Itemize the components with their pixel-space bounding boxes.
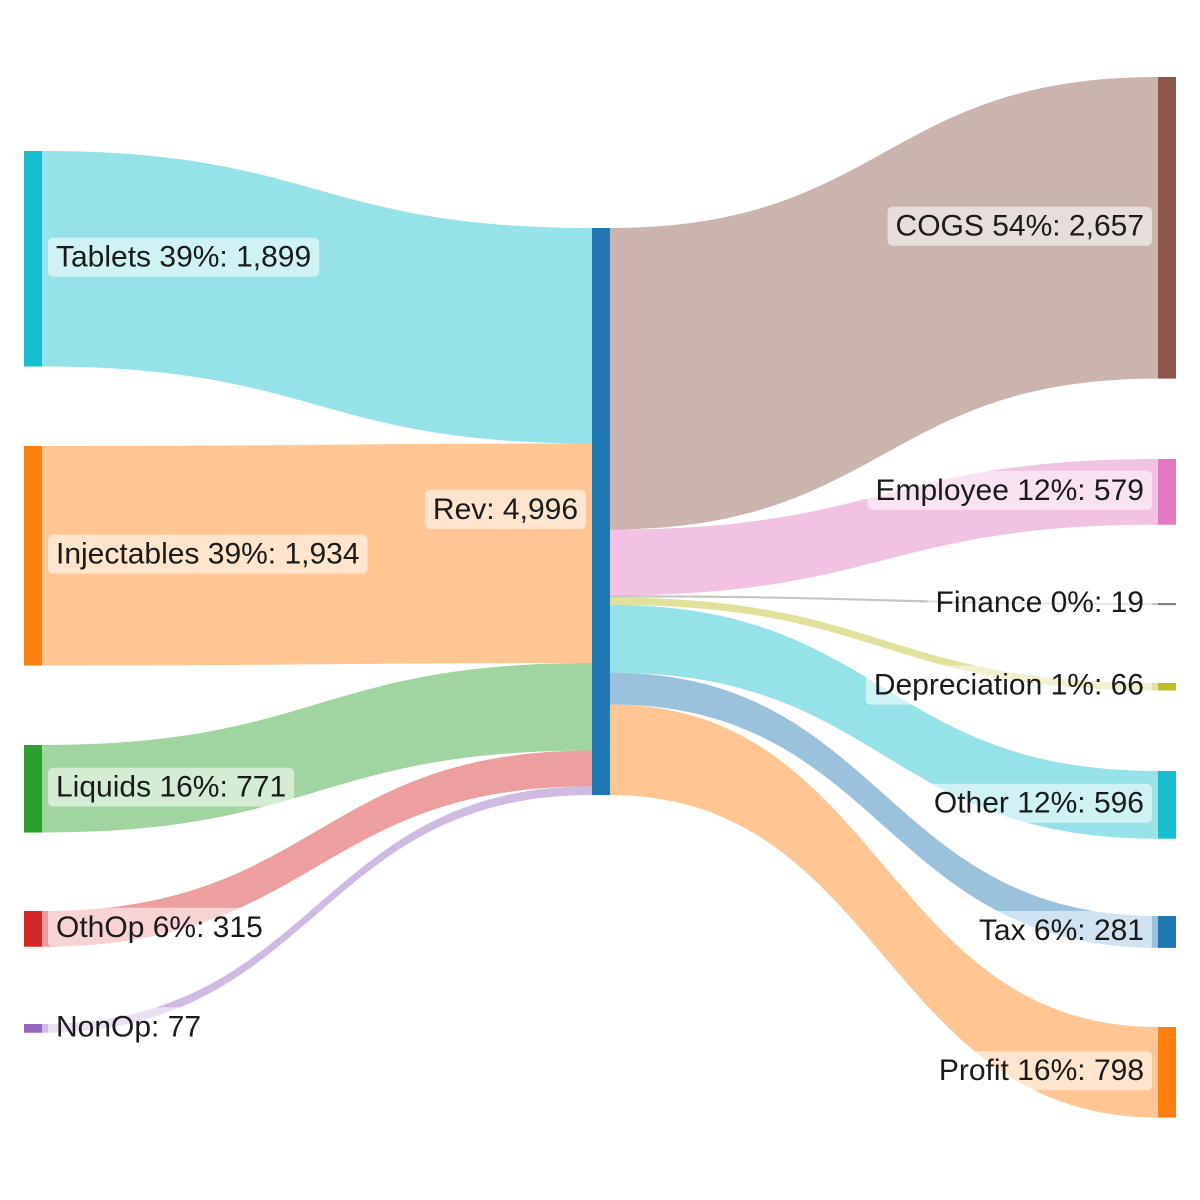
label-finance-background [927,583,1152,623]
label-injectables-background [48,534,368,574]
label-depreciation-text: Depreciation 1%: 66 [874,669,1144,702]
node-cogs [1158,77,1176,379]
node-injectables [24,446,42,666]
node-rev [592,228,610,796]
label-tax-background [970,910,1152,950]
label-liquids-text: Liquids 16%: 771 [56,771,286,804]
link-rev-to-depreciation [610,597,1158,691]
label-tablets-text: Tablets 39%: 1,899 [56,241,311,274]
link-othop-to-rev [42,750,592,947]
label-profit-background [930,1051,1152,1091]
label-othop-background [48,907,271,947]
label-other-text: Other 12%: 596 [934,787,1144,820]
link-tablets-to-rev [42,151,592,444]
node-tablets [24,151,42,367]
label-profit-text: Profit 16%: 798 [939,1054,1144,1087]
node-profit [1158,1027,1176,1118]
label-tablets-background [48,237,320,277]
label-liquids: Liquids 16%: 771 [48,767,295,807]
label-tax-text: Tax 6%: 281 [979,914,1144,947]
node-employee [1158,459,1176,525]
label-employee-text: Employee 12%: 579 [875,474,1144,507]
label-tax: Tax 6%: 281 [970,910,1152,950]
label-injectables: Injectables 39%: 1,934 [48,534,368,574]
label-other-background [925,783,1152,823]
label-rev: Rev: 4,996 [424,489,586,529]
label-rev-text: Rev: 4,996 [433,493,578,526]
link-nonop-to-rev [42,786,592,1033]
link-rev-to-tax [610,672,1158,948]
node-other [1158,771,1176,839]
sankey-labels: Tablets 39%: 1,899 Injectables 39%: 1,934… [48,206,1152,1091]
label-othop-text: OthOp 6%: 315 [56,911,263,944]
label-tablets: Tablets 39%: 1,899 [48,237,320,277]
link-rev-to-cogs [610,77,1158,530]
label-employee: Employee 12%: 579 [867,470,1152,510]
node-nonop [24,1024,42,1033]
label-profit: Profit 16%: 798 [930,1051,1152,1091]
node-depreciation [1158,683,1176,691]
sankey-nodes [24,77,1176,1118]
link-liquids-to-rev [42,663,592,833]
label-nonop-background [48,1007,210,1047]
label-cogs: COGS 54%: 2,657 [887,206,1152,246]
label-depreciation: Depreciation 1%: 66 [865,665,1152,705]
label-other: Other 12%: 596 [925,783,1152,823]
label-othop: OthOp 6%: 315 [48,907,271,947]
link-rev-to-profit [610,704,1158,1118]
label-liquids-background [48,767,295,807]
label-depreciation-background [865,665,1152,705]
label-finance: Finance 0%: 19 [927,583,1152,623]
label-nonop-text: NonOp: 77 [56,1010,201,1043]
label-cogs-text: COGS 54%: 2,657 [896,210,1144,243]
node-tax [1158,916,1176,948]
sankey-links [42,77,1158,1118]
label-injectables-text: Injectables 39%: 1,934 [56,538,360,571]
node-othop [24,911,42,947]
label-employee-background [867,470,1152,510]
label-nonop: NonOp: 77 [48,1007,210,1047]
node-liquids [24,745,42,833]
label-finance-text: Finance 0%: 19 [936,586,1144,619]
link-rev-to-other [610,604,1158,839]
node-finance [1158,603,1176,606]
label-cogs-background [887,206,1152,246]
label-rev-background [424,489,586,529]
